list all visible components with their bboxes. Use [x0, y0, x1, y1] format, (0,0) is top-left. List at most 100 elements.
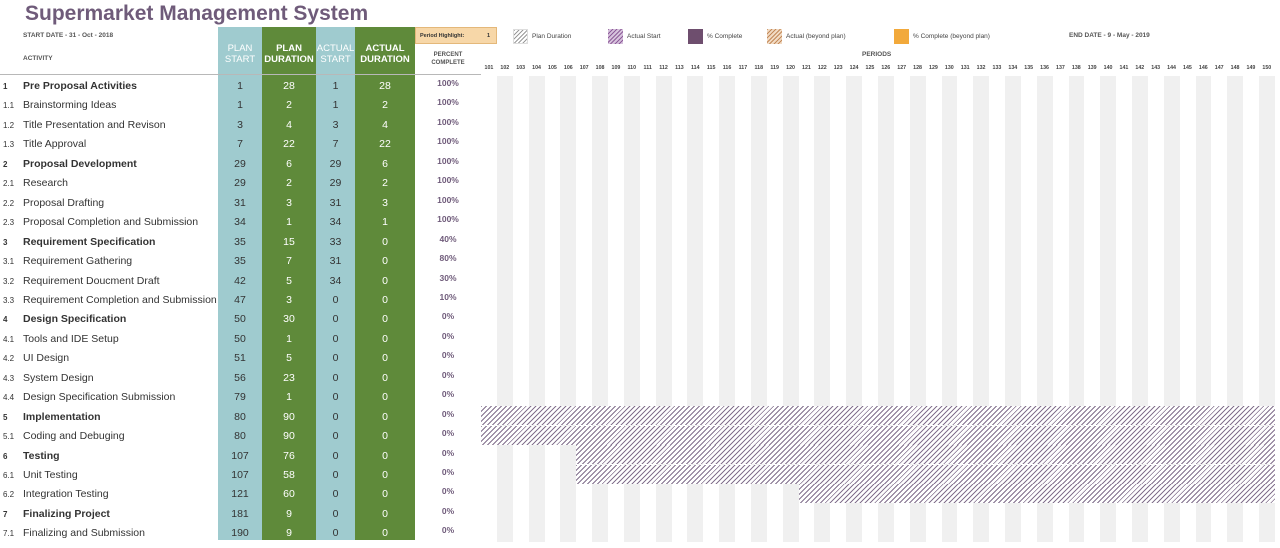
period-label: 103: [516, 65, 526, 71]
activity-number: 4.3: [3, 373, 15, 383]
activity-name: Finalizing and Submission: [23, 527, 145, 540]
actual-start-cell: 0: [332, 507, 339, 520]
activity-row[interactable]: 1.3 Title Approval 7 22 7 22 100%: [0, 135, 481, 154]
actual-start-cell: 29: [329, 157, 342, 170]
period-label: 110: [627, 65, 637, 71]
legend-percent-complete-beyond-label: % Complete (beyond plan): [913, 32, 990, 40]
plan-duration-cell: 7: [286, 255, 292, 268]
plan-duration-header-line2: DURATION: [264, 54, 314, 65]
legend-plan-duration-label: Plan Duration: [532, 32, 572, 40]
period-highlight-box[interactable]: Period Highlight: 1: [415, 27, 497, 44]
actual-duration-cell: 0: [382, 469, 388, 481]
activity-row[interactable]: 1.1 Brainstorming Ideas 1 2 1 2 100%: [0, 96, 481, 115]
period-label: 134: [1008, 65, 1018, 71]
actual-duration-cell: 0: [382, 527, 388, 540]
activity-row[interactable]: 3 Requirement Specification 35 15 33 0 40%: [0, 233, 481, 252]
period-column-stripe: [719, 76, 736, 542]
activity-row[interactable]: 2.3 Proposal Completion and Submission 34 1…: [0, 213, 481, 232]
actual-start-cell: 34: [329, 274, 342, 287]
plan-start-cell: 1: [237, 80, 243, 92]
plan-duration-cell: 76: [283, 449, 295, 462]
plan-start-cell: 7: [237, 138, 243, 151]
period-label: 139: [1087, 65, 1097, 71]
actual-duration-header: ACTUAL DURATION: [355, 36, 415, 72]
activity-number: 3.2: [3, 276, 15, 286]
plan-duration-cell: 5: [286, 274, 292, 287]
plan-start-cell: 29: [234, 157, 246, 170]
percent-complete-swatch: [688, 28, 703, 44]
activity-row[interactable]: 6.2 Integration Testing 121 60 0 0 0%: [0, 485, 481, 504]
activity-row[interactable]: 2.2 Proposal Drafting 31 3 31 3 100%: [0, 194, 481, 213]
period-label: 144: [1167, 65, 1176, 71]
activity-row[interactable]: 4.1 Tools and IDE Setup 50 1 0 0 0%: [0, 330, 481, 349]
activity-row[interactable]: 4 Design Specification 50 30 0 0 0%: [0, 310, 481, 329]
period-label: 130: [944, 65, 954, 71]
period-label: 148: [1230, 65, 1240, 71]
activity-row[interactable]: 1 Pre Proposal Activities 1 28 1 28 100%: [0, 77, 481, 96]
plan-duration-bar[interactable]: [576, 464, 1275, 484]
legend-percent-complete-beyond: % Complete (beyond plan): [894, 28, 990, 44]
percent-header-line1: PERCENT: [433, 52, 463, 58]
percent-complete-cell: 100%: [437, 97, 459, 108]
plan-duration-bar[interactable]: [798, 483, 1275, 503]
activity-name: Design Specification Submission: [23, 391, 176, 404]
activity-row[interactable]: 7 Finalizing Project 181 9 0 0 0%: [0, 505, 481, 524]
percent-complete-cell: 100%: [437, 136, 459, 147]
plan-duration-bar[interactable]: [576, 445, 1275, 465]
plan-start-header-line2: START: [224, 54, 256, 65]
period-label: 141: [1119, 65, 1129, 71]
activity-row[interactable]: 3.3 Requirement Completion and Submission…: [0, 291, 481, 310]
actual-start-header: ACTUAL START: [316, 36, 355, 72]
plan-duration-cell: 90: [283, 410, 295, 423]
activity-number: 1.1: [3, 101, 15, 111]
activity-row[interactable]: 2.1 Research 29 2 29 2 100%: [0, 174, 481, 193]
actual-duration-cell: 28: [379, 80, 391, 92]
plan-duration-bar[interactable]: [481, 425, 1275, 445]
period-column-stripe: [623, 76, 640, 542]
activity-name: Research: [23, 177, 68, 190]
activity-row[interactable]: 2 Proposal Development 29 6 29 6 100%: [0, 155, 481, 174]
period-column-stripe: [528, 76, 545, 542]
activity-row[interactable]: 6 Testing 107 76 0 0 0%: [0, 447, 481, 466]
period-column-stripe: [909, 76, 926, 542]
percent-complete-cell: 100%: [437, 78, 459, 88]
period-label: 138: [1071, 65, 1081, 71]
activity-row[interactable]: 5.1 Coding and Debuging 80 90 0 0 0%: [0, 427, 481, 446]
actual-start-cell: 31: [329, 196, 342, 209]
percent-complete-cell: 0%: [441, 486, 455, 497]
actual-start-cell: 31: [329, 255, 342, 268]
activity-row[interactable]: 7.1 Finalizing and Submission 190 9 0 0 0%: [0, 524, 481, 543]
activity-row[interactable]: 4.3 System Design 56 23 0 0 0%: [0, 369, 481, 388]
activity-row[interactable]: 3.2 Requirement Doucment Draft 42 5 34 0 30%: [0, 272, 481, 291]
actual-start-cell: 0: [332, 391, 339, 404]
plan-duration-header: PLAN DURATION: [262, 36, 316, 72]
end-date: END DATE - 9 - May - 2019: [1069, 32, 1150, 39]
legend-actual-beyond: Actual (beyond plan): [767, 28, 846, 44]
period-column-stripe: [750, 76, 767, 542]
plan-duration-cell: 9: [286, 507, 292, 520]
activity-row[interactable]: 5 Implementation 80 90 0 0 0%: [0, 408, 481, 427]
activity-row[interactable]: 3.1 Requirement Gathering 35 7 31 0 80%: [0, 252, 481, 271]
period-column-stripe: [1036, 76, 1053, 542]
activity-row[interactable]: 4.4 Design Specification Submission 79 1 0 0 0…: [0, 388, 481, 407]
percent-complete-cell: 0%: [441, 428, 455, 439]
period-label: 107: [579, 65, 589, 71]
period-label: 112: [659, 65, 668, 71]
period-highlight-value[interactable]: 1: [486, 32, 490, 39]
actual-duration-cell: 6: [382, 157, 388, 170]
plan-duration-swatch: [513, 28, 528, 44]
actual-start-cell: 0: [332, 352, 339, 365]
activity-row[interactable]: 1.2 Title Presentation and Revison 3 4 3 4 100…: [0, 116, 481, 135]
legend-actual-beyond-label: Actual (beyond plan): [786, 32, 846, 40]
period-label: 137: [1056, 65, 1065, 71]
activity-row[interactable]: 6.1 Unit Testing 107 58 0 0 0%: [0, 466, 481, 485]
plan-duration-cell: 15: [283, 235, 295, 248]
plan-duration-header-line1: PLAN: [276, 43, 302, 54]
period-label: 122: [817, 65, 827, 71]
activity-name: Pre Proposal Activities: [23, 80, 137, 92]
period-label: 146: [1198, 65, 1208, 71]
plan-start-header: PLAN START: [218, 36, 262, 72]
activity-row[interactable]: 4.2 UI Design 51 5 0 0 0%: [0, 349, 481, 368]
plan-duration-bar[interactable]: [481, 406, 1275, 426]
legend-percent-complete-label: % Complete: [707, 32, 743, 40]
